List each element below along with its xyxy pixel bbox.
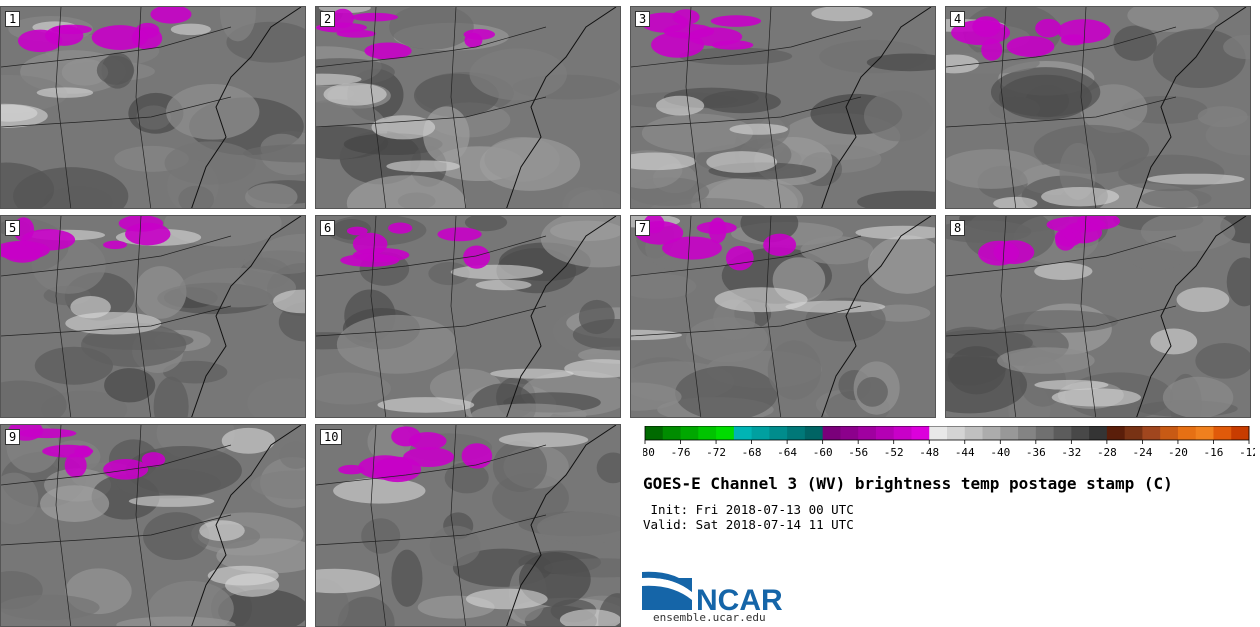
colorbar-tick-label: -64 <box>777 446 797 459</box>
map-panel-5: 5 <box>0 215 306 418</box>
colorbar-swatch <box>804 426 824 440</box>
colorbar-swatch <box>822 426 841 440</box>
map-panel-7: 7 <box>630 215 936 418</box>
colorbar: -80 -76 -72 -68 -64 -60 -56 -52 -48 -44 -40 -36 -32 -… <box>643 426 1255 459</box>
colorbar-tick-label: -32 <box>1061 446 1081 459</box>
panel-label: 3 <box>635 11 651 27</box>
colorbar-swatch <box>1035 426 1055 440</box>
colorbar-tick-label: -20 <box>1168 446 1188 459</box>
colorbar-swatch <box>1160 426 1179 440</box>
map-panel-2: 2 <box>315 6 621 209</box>
logo-text: NCAR <box>696 584 783 612</box>
colorbar-tick-label: -80 <box>643 446 655 459</box>
colorbar-swatch <box>875 426 895 440</box>
colorbar-swatch <box>751 426 770 440</box>
colorbar-tick-label: -12 <box>1239 446 1255 459</box>
valid-time: Valid: Sat 2018-07-14 11 UTC <box>643 517 854 532</box>
colorbar-swatch <box>893 426 912 440</box>
colorbar-tick-label: -24 <box>1132 446 1152 459</box>
map-panel-4: 4 <box>945 6 1251 209</box>
colorbar-tick-label: -68 <box>742 446 762 459</box>
colorbar-swatch <box>1213 426 1232 440</box>
colorbar-swatch <box>1177 426 1197 440</box>
colorbar-swatch <box>1089 426 1108 440</box>
colorbar-swatch <box>858 426 877 440</box>
init-time: Init: Fri 2018-07-13 00 UTC <box>643 502 854 517</box>
colorbar-swatch <box>769 426 788 440</box>
panel-label: 7 <box>635 220 651 236</box>
colorbar-swatch <box>982 426 1001 440</box>
plot-title: GOES-E Channel 3 (WV) brightness temp po… <box>643 474 1173 493</box>
colorbar-tick-label: -56 <box>848 446 868 459</box>
map-panel-6: 6 <box>315 215 621 418</box>
colorbar-swatch <box>698 426 717 440</box>
panel-label: 6 <box>320 220 336 236</box>
panel-label: 4 <box>950 11 966 27</box>
water-vapor-map <box>316 7 620 208</box>
colorbar-tick-label: -52 <box>884 446 904 459</box>
logo-url: ensemble.ucar.edu <box>653 611 766 624</box>
water-vapor-map <box>946 216 1250 417</box>
colorbar-swatch <box>1071 426 1090 440</box>
map-panel-9: 9 <box>0 424 306 627</box>
colorbar-tick-label: -72 <box>706 446 726 459</box>
colorbar-tick-label: -36 <box>1026 446 1046 459</box>
colorbar-swatch <box>1231 426 1250 440</box>
colorbar-swatch <box>1106 426 1126 440</box>
colorbar-swatch <box>947 426 966 440</box>
panel-label: 10 <box>320 429 343 445</box>
water-vapor-map <box>316 216 620 417</box>
colorbar-swatch <box>662 426 682 440</box>
colorbar-swatch <box>645 426 664 440</box>
colorbar-tick-label: -28 <box>1097 446 1117 459</box>
colorbar-swatch <box>716 426 735 440</box>
colorbar-swatch <box>964 426 984 440</box>
panel-label: 8 <box>950 220 966 236</box>
colorbar-swatch <box>929 426 948 440</box>
colorbar-swatch <box>733 426 753 440</box>
map-panel-1: 1 <box>0 6 306 209</box>
colorbar-swatch <box>840 426 859 440</box>
panel-label: 2 <box>320 11 336 27</box>
water-vapor-map <box>946 7 1250 208</box>
panel-label: 9 <box>5 429 21 445</box>
colorbar-swatch <box>1000 426 1019 440</box>
panel-label: 1 <box>5 11 21 27</box>
colorbar-tick-label: -76 <box>671 446 691 459</box>
water-vapor-map <box>1 425 305 626</box>
colorbar-swatch <box>680 426 699 440</box>
panel-label: 5 <box>5 220 21 236</box>
colorbar-swatch <box>1124 426 1143 440</box>
colorbar-tick-label: -16 <box>1204 446 1224 459</box>
ncar-logo: NCAR <box>642 571 783 612</box>
water-vapor-map <box>316 425 620 626</box>
map-panel-8: 8 <box>945 215 1251 418</box>
colorbar-swatch <box>1018 426 1037 440</box>
water-vapor-map <box>631 7 935 208</box>
map-panel-10: 10 <box>315 424 621 627</box>
water-vapor-map <box>631 216 935 417</box>
map-panel-3: 3 <box>630 6 936 209</box>
colorbar-swatch <box>1195 426 1214 440</box>
colorbar-tick-label: -60 <box>813 446 833 459</box>
water-vapor-map <box>1 216 305 417</box>
colorbar-swatch <box>911 426 930 440</box>
water-vapor-map <box>1 7 305 208</box>
colorbar-swatch <box>1142 426 1161 440</box>
colorbar-tick-label: -44 <box>955 446 975 459</box>
colorbar-tick-label: -40 <box>990 446 1010 459</box>
colorbar-swatch <box>1053 426 1072 440</box>
colorbar-swatch <box>787 426 806 440</box>
colorbar-tick-label: -48 <box>919 446 939 459</box>
